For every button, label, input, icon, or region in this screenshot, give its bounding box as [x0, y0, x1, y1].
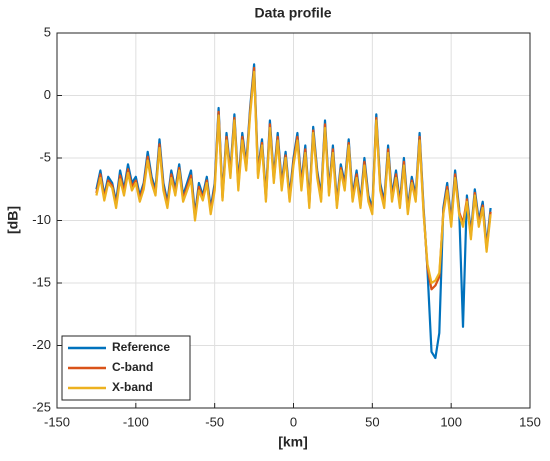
series-line: [95, 70, 492, 285]
y-axis-label: [dB]: [5, 206, 21, 234]
legend-label: Reference: [112, 340, 170, 354]
plot-frame: [56, 32, 531, 409]
x-tick-label: 150: [519, 414, 541, 429]
legend-label: C-band: [112, 360, 153, 374]
y-tick-label: 5: [44, 24, 51, 39]
x-tick-label: 0: [290, 414, 297, 429]
x-tick-label: 100: [440, 414, 462, 429]
y-tick-label: -25: [32, 399, 51, 414]
y-tick-label: -20: [32, 337, 51, 352]
x-tick-label: -150: [44, 414, 70, 429]
y-tick-label: -15: [32, 274, 51, 289]
legend-box: [61, 335, 191, 401]
chart-title: Data profile: [254, 5, 331, 21]
x-tick-label: -50: [205, 414, 224, 429]
y-tick-label: 0: [44, 87, 51, 102]
x-tick-label: -100: [123, 414, 149, 429]
x-axis-label: [km]: [278, 434, 308, 450]
x-tick-label: 50: [365, 414, 379, 429]
y-tick-label: -10: [32, 212, 51, 227]
y-tick-label: -5: [39, 149, 51, 164]
legend-label: X-band: [112, 380, 153, 394]
